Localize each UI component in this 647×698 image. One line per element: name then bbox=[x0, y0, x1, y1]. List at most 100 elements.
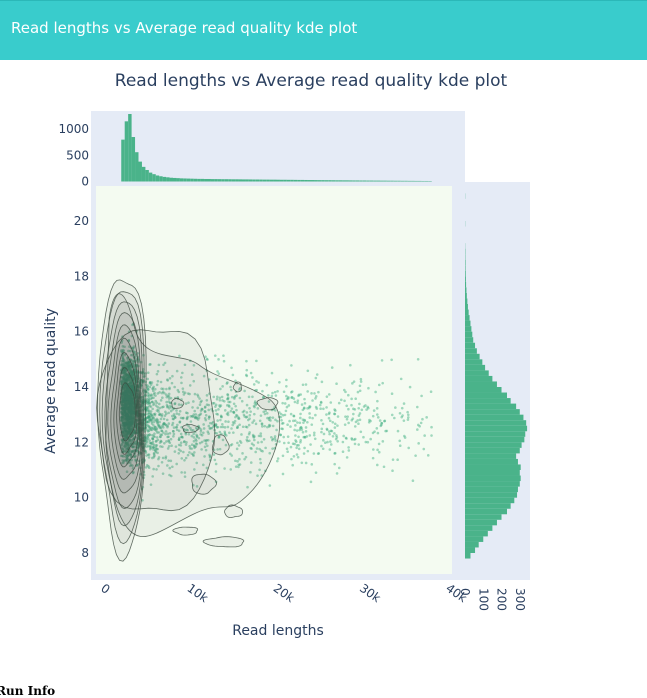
scatter-point bbox=[296, 453, 299, 456]
scatter-point bbox=[290, 391, 293, 394]
scatter-point bbox=[342, 441, 345, 444]
y-hist-bar bbox=[465, 503, 511, 509]
x-hist-bar bbox=[356, 180, 359, 181]
y-hist-bar bbox=[465, 409, 520, 415]
scatter-point bbox=[301, 461, 304, 464]
x-hist-bar bbox=[170, 178, 173, 182]
scatter-point bbox=[303, 419, 306, 422]
scatter-point bbox=[414, 454, 417, 457]
x-hist-bar bbox=[218, 179, 221, 181]
scatter-point bbox=[407, 447, 410, 450]
scatter-point bbox=[347, 422, 350, 425]
scatter-point bbox=[293, 455, 296, 458]
y-hist-bar bbox=[465, 437, 524, 443]
x-tick-label: 10k bbox=[185, 581, 211, 605]
scatter-point bbox=[288, 420, 291, 423]
x-hist-bar bbox=[166, 177, 169, 181]
scatter-point bbox=[326, 441, 329, 444]
y-hist-bar bbox=[465, 370, 489, 376]
scatter-point bbox=[280, 419, 283, 422]
scatter-point bbox=[359, 418, 362, 421]
scatter-point bbox=[292, 415, 295, 418]
scatter-point bbox=[320, 445, 323, 448]
y-hist-bar bbox=[465, 282, 466, 288]
scatter-point bbox=[422, 448, 425, 451]
scatter-point bbox=[393, 417, 396, 420]
scatter-point bbox=[360, 430, 363, 433]
scatter-point bbox=[347, 446, 350, 449]
scatter-point bbox=[291, 464, 294, 467]
x-hist-bar bbox=[314, 180, 317, 181]
y-hist-bar bbox=[465, 315, 470, 321]
scatter-point bbox=[216, 370, 219, 373]
scatter-point bbox=[296, 429, 299, 432]
scatter-point bbox=[333, 463, 336, 466]
x-hist-bar bbox=[301, 180, 304, 182]
scatter-point bbox=[300, 426, 303, 429]
scatter-point bbox=[320, 431, 323, 434]
scatter-point bbox=[425, 416, 428, 419]
scatter-point bbox=[308, 434, 311, 437]
y-hist-bar bbox=[465, 531, 488, 537]
scatter-point bbox=[380, 422, 383, 425]
scatter-point bbox=[354, 425, 357, 428]
scatter-point bbox=[374, 391, 377, 394]
scatter-point bbox=[284, 414, 287, 417]
scatter-point bbox=[299, 393, 302, 396]
y-tick-label: 12 bbox=[74, 435, 89, 449]
scatter-point bbox=[320, 401, 323, 404]
scatter-point bbox=[328, 393, 331, 396]
x-hist-bar bbox=[266, 180, 269, 182]
scatter-point bbox=[359, 384, 362, 387]
scatter-point bbox=[376, 449, 379, 452]
x-hist-bar bbox=[121, 140, 124, 182]
scatter-point bbox=[378, 384, 381, 387]
scatter-point bbox=[352, 408, 355, 411]
x-hist-bar bbox=[390, 181, 393, 182]
scatter-point bbox=[285, 410, 288, 413]
scatter-point bbox=[296, 444, 299, 447]
scatter-point bbox=[403, 402, 406, 405]
scatter-point bbox=[297, 436, 300, 439]
scatter-point bbox=[331, 421, 334, 424]
scatter-point bbox=[348, 449, 351, 452]
scatter-point bbox=[282, 454, 285, 457]
x-hist-count-label: 500 bbox=[66, 148, 89, 162]
y-hist-bar bbox=[465, 376, 492, 382]
scatter-point bbox=[306, 390, 309, 393]
scatter-point bbox=[342, 450, 345, 453]
scatter-point bbox=[261, 390, 264, 393]
scatter-point bbox=[334, 426, 337, 429]
scatter-point bbox=[328, 417, 331, 420]
scatter-point bbox=[381, 382, 384, 385]
scatter-point bbox=[430, 390, 433, 393]
x-hist-bar bbox=[139, 162, 142, 182]
run-info-heading: Run Info bbox=[0, 684, 55, 698]
x-hist-bar bbox=[277, 180, 280, 182]
scatter-point bbox=[351, 382, 354, 385]
scatter-point bbox=[299, 439, 302, 442]
scatter-point bbox=[303, 452, 306, 455]
scatter-point bbox=[245, 360, 248, 363]
scatter-point bbox=[359, 412, 362, 415]
scatter-point bbox=[269, 484, 272, 487]
scatter-point bbox=[232, 374, 235, 377]
scatter-point bbox=[218, 372, 221, 375]
y-hist-bar bbox=[465, 487, 518, 493]
scatter-point bbox=[423, 434, 426, 437]
x-hist-bar bbox=[235, 179, 238, 181]
scatter-point bbox=[404, 436, 407, 439]
y-hist-bar bbox=[465, 426, 527, 432]
scatter-point bbox=[364, 441, 367, 444]
x-hist-bar bbox=[270, 180, 273, 182]
x-hist-count-label: 0 bbox=[81, 175, 89, 189]
scatter-point bbox=[403, 419, 406, 422]
scatter-point bbox=[295, 446, 298, 449]
scatter-point bbox=[372, 432, 375, 435]
scatter-point bbox=[350, 404, 353, 407]
scatter-point bbox=[329, 440, 332, 443]
scatter-point bbox=[335, 382, 338, 385]
x-hist-bar bbox=[176, 178, 179, 181]
scatter-point bbox=[282, 436, 285, 439]
x-hist-bar bbox=[408, 181, 411, 182]
